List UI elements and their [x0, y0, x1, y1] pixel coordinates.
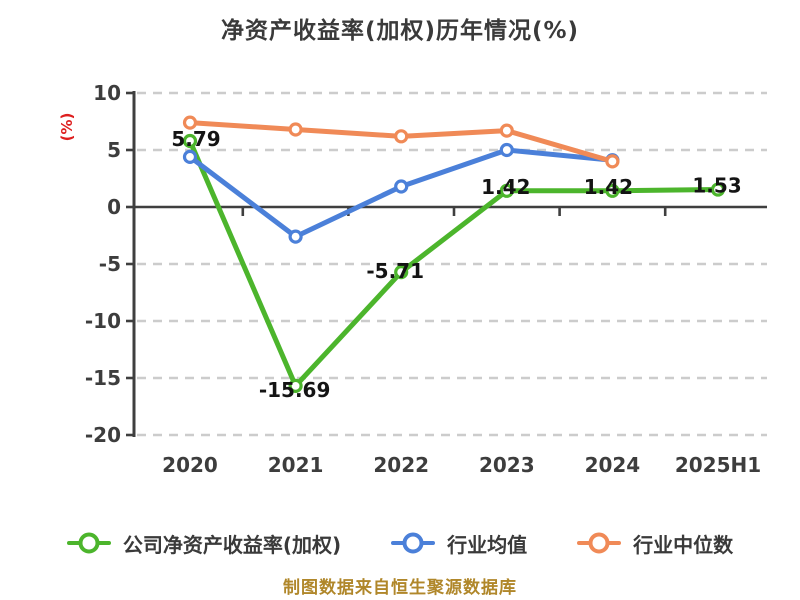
x-tick-label: 2025H1 — [675, 453, 761, 477]
legend: 公司净资产收益率(加权) 行业均值 行业中位数 — [0, 522, 800, 564]
data-point-company-roe — [288, 378, 303, 393]
data-point-company-roe — [710, 182, 726, 197]
legend-marker-orange-icon — [577, 531, 622, 555]
data-point-industry-median — [499, 123, 514, 138]
source-note: 制图数据来自恒生聚源数据库 — [283, 578, 517, 598]
data-point-industry-mean — [288, 229, 303, 244]
point-label: -15.69 — [259, 378, 331, 402]
x-tick-label: 2021 — [268, 453, 324, 477]
legend-marker-blue-icon — [391, 531, 436, 555]
point-label: 5.79 — [171, 127, 220, 151]
point-label: 1.53 — [692, 174, 741, 198]
y-tick-label: 0 — [107, 195, 121, 219]
y-axis-title: (%) — [58, 113, 76, 142]
legend-item-industry-mean: 行业均值 — [391, 529, 527, 558]
legend-label-industry-mean: 行业均值 — [447, 532, 528, 557]
series-line-company-roe — [187, 138, 721, 389]
legend-label-company-roe: 公司净资产收益率(加权) — [122, 532, 342, 557]
legend-circle-orange — [588, 532, 610, 554]
data-point-industry-median — [605, 154, 620, 169]
data-point-company-roe — [394, 264, 409, 280]
y-tick-label: -5 — [99, 252, 121, 276]
data-point-company-roe — [182, 133, 198, 149]
y-tick-label: -15 — [85, 366, 121, 390]
point-label: -5.71 — [366, 259, 424, 283]
y-tick-label: 10 — [93, 81, 121, 105]
data-point-company-roe — [499, 183, 514, 198]
point-label: 1.42 — [481, 175, 530, 199]
x-tick-label: 2024 — [585, 453, 641, 477]
data-point-company-roe — [605, 183, 620, 198]
point-label: 1.42 — [584, 175, 633, 199]
x-tick-label: 2020 — [162, 453, 218, 477]
data-point-industry-mean — [182, 149, 198, 164]
x-tick-label: 2023 — [479, 453, 535, 477]
legend-circle-blue — [402, 532, 424, 554]
legend-marker-green-icon — [66, 531, 111, 555]
x-tick-label: 2022 — [373, 453, 429, 477]
data-point-industry-median — [288, 122, 303, 137]
y-tick-label: -10 — [85, 309, 121, 333]
data-point-industry-median — [394, 129, 409, 144]
y-tick-label: 5 — [107, 138, 121, 162]
data-point-industry-median — [182, 115, 198, 130]
legend-label-industry-median: 行业中位数 — [633, 532, 734, 557]
legend-item-company-roe: 公司净资产收益率(加权) — [66, 529, 342, 558]
legend-circle-green — [78, 532, 100, 554]
chart-title: 净资产收益率(加权)历年情况(%) — [220, 18, 580, 44]
data-point-industry-mean — [394, 179, 409, 194]
legend-item-industry-median: 行业中位数 — [577, 529, 733, 558]
y-tick-label: -20 — [85, 423, 121, 447]
chart-plot: 10 5 0 -5 -10 -15 -20 (%) 2020 2021 2022 2023 2024 20… — [58, 81, 767, 477]
data-point-industry-mean — [499, 142, 514, 158]
